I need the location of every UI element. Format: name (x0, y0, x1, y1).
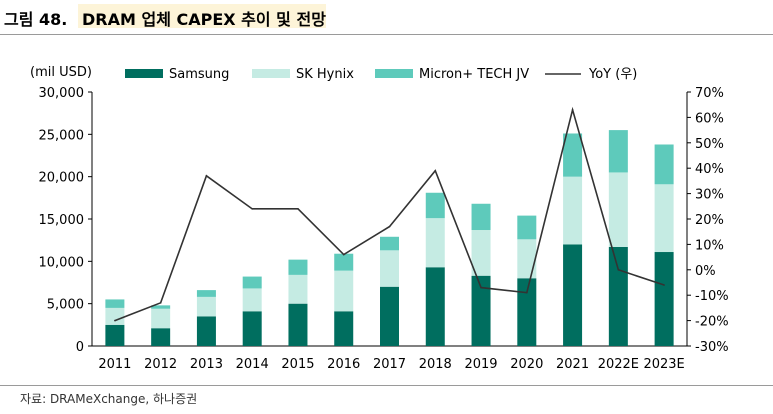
bar-samsung (471, 275, 491, 346)
y-tick-label-right: -20% (695, 315, 729, 330)
bar-sk-hynix (105, 307, 125, 325)
y-tick-label-right: -30% (695, 340, 729, 355)
bar-samsung (196, 316, 216, 346)
bar-micron-tech-jv (196, 290, 216, 297)
bar-samsung (563, 244, 583, 346)
bar-micron-tech-jv (471, 203, 491, 231)
x-tick-label: 2021 (556, 357, 589, 372)
bar-micron-tech-jv (334, 253, 354, 271)
y-tick-label-left: 25,000 (39, 128, 85, 143)
bar-micron-tech-jv (563, 133, 583, 177)
bar-sk-hynix (196, 296, 216, 317)
figure-label: 그림 48. (4, 10, 68, 29)
bar-sk-hynix (563, 176, 583, 245)
yoy-point (663, 284, 665, 286)
bar-micron-tech-jv (288, 259, 308, 275)
x-tick-label: 2016 (327, 357, 360, 372)
y-tick-label-left: 15,000 (39, 213, 85, 228)
source-note: 자료: DRAMeXchange, 하나증권 (20, 392, 198, 406)
yoy-point (114, 319, 116, 322)
bar-micron-tech-jv (105, 299, 125, 308)
yoy-point (617, 269, 620, 271)
top-rule (0, 34, 773, 35)
y-tick-label-right: 10% (695, 238, 724, 253)
x-tick-label: 2023E (643, 357, 684, 372)
y-tick-label-right: 20% (695, 213, 724, 228)
yoy-point (159, 302, 162, 304)
y-tick-label-right: 0% (695, 264, 716, 279)
bar-samsung (288, 303, 308, 346)
bar-micron-tech-jv (242, 276, 262, 289)
bar-micron-tech-jv (608, 130, 628, 173)
bar-micron-tech-jv (425, 192, 445, 219)
bar-samsung (425, 267, 445, 346)
x-tick-label: 2022E (598, 357, 639, 372)
bar-samsung (380, 286, 399, 346)
bar-samsung (105, 324, 125, 346)
bar-samsung (151, 328, 171, 346)
bar-micron-tech-jv (380, 236, 399, 251)
yoy-point (342, 253, 345, 256)
y-tick-label-left: 5,000 (47, 298, 84, 313)
x-tick-label: 2018 (419, 357, 452, 372)
y-tick-label-right: -10% (695, 289, 729, 304)
yoy-point (388, 225, 391, 228)
legend-label: Micron+ TECH JV (419, 67, 529, 82)
yoy-point (480, 286, 482, 289)
y-tick-label-right: 60% (695, 111, 724, 126)
y-tick-label-left: 0 (76, 340, 84, 355)
bar-samsung (608, 246, 628, 346)
bar-sk-hynix (471, 230, 491, 276)
x-tick-label: 2019 (464, 357, 497, 372)
y-tick-label-right: 50% (695, 137, 724, 152)
y-tick-label-left: 30,000 (39, 86, 85, 101)
yoy-point (434, 169, 437, 172)
bar-sk-hynix (242, 288, 262, 312)
yoy-point (571, 108, 574, 111)
x-tick-label: 2020 (510, 357, 543, 372)
x-tick-label: 2015 (281, 357, 314, 372)
x-tick-label: 2013 (190, 357, 223, 372)
yoy-point (526, 291, 528, 294)
bar-samsung (334, 311, 354, 346)
bar-sk-hynix (517, 239, 537, 279)
bar-sk-hynix (608, 172, 628, 247)
bar-sk-hynix (151, 308, 171, 329)
y-tick-label-right: 70% (695, 86, 724, 101)
legend-swatch (125, 69, 163, 78)
bar-micron-tech-jv (151, 305, 171, 309)
x-tick-label: 2011 (98, 357, 131, 372)
title-highlight (78, 4, 326, 28)
x-tick-label: 2017 (373, 357, 406, 372)
bar-sk-hynix (288, 274, 308, 304)
bar-sk-hynix (334, 270, 354, 312)
legend-label: Samsung (169, 67, 229, 82)
bar-samsung (242, 311, 262, 346)
legend-label: SK Hynix (296, 67, 354, 82)
bar-sk-hynix (654, 184, 674, 253)
y-tick-label-right: 30% (695, 188, 724, 203)
bottom-rule (0, 385, 773, 386)
figure-title: DRAM 업체 CAPEX 추이 및 전망 (82, 10, 326, 29)
bar-sk-hynix (380, 250, 399, 287)
x-tick-label: 2012 (144, 357, 177, 372)
y-tick-label-left: 20,000 (39, 171, 85, 186)
yoy-point (297, 208, 299, 210)
bar-samsung (654, 252, 674, 346)
bar-sk-hynix (425, 218, 445, 268)
legend-swatch (375, 69, 413, 78)
yoy-point (205, 175, 208, 177)
bar-micron-tech-jv (654, 144, 674, 185)
y-tick-label-right: 40% (695, 162, 724, 177)
y-axis-label: (mil USD) (30, 65, 92, 80)
bar-samsung (517, 278, 537, 346)
bar-micron-tech-jv (517, 215, 537, 240)
legend-swatch (252, 69, 290, 78)
yoy-point (251, 208, 253, 210)
x-tick-label: 2014 (236, 357, 269, 372)
y-tick-label-left: 10,000 (39, 255, 85, 270)
legend-label: YoY (우) (588, 67, 637, 82)
